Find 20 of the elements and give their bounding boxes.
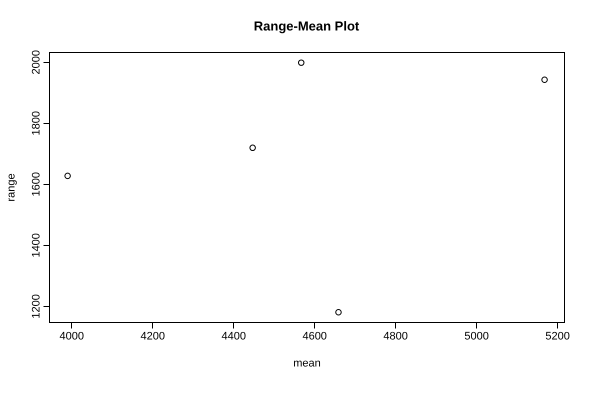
x-tick-label: 4800	[383, 330, 408, 342]
x-tick-label: 4600	[302, 330, 327, 342]
x-tick-label: 4400	[221, 330, 246, 342]
y-tick-label: 1800	[30, 111, 42, 136]
y-tick-label: 1600	[30, 172, 42, 197]
point	[335, 309, 342, 316]
point	[541, 76, 548, 83]
y-tick-label: 2000	[30, 50, 42, 75]
y-tick-label: 1400	[30, 233, 42, 258]
y-axis-title: range	[6, 173, 18, 202]
x-tick-label: 4000	[60, 330, 84, 342]
x-axis-title: mean	[293, 358, 321, 370]
x-tick-label: 5000	[464, 330, 489, 342]
x-tick-label: 4200	[140, 330, 165, 342]
point	[64, 172, 71, 180]
x-tick-label: 5200	[545, 330, 570, 342]
point	[249, 144, 256, 152]
point	[298, 59, 304, 66]
chart-title: Range-Mean Plot	[254, 18, 360, 34]
y-tick-label: 1200	[30, 294, 42, 319]
